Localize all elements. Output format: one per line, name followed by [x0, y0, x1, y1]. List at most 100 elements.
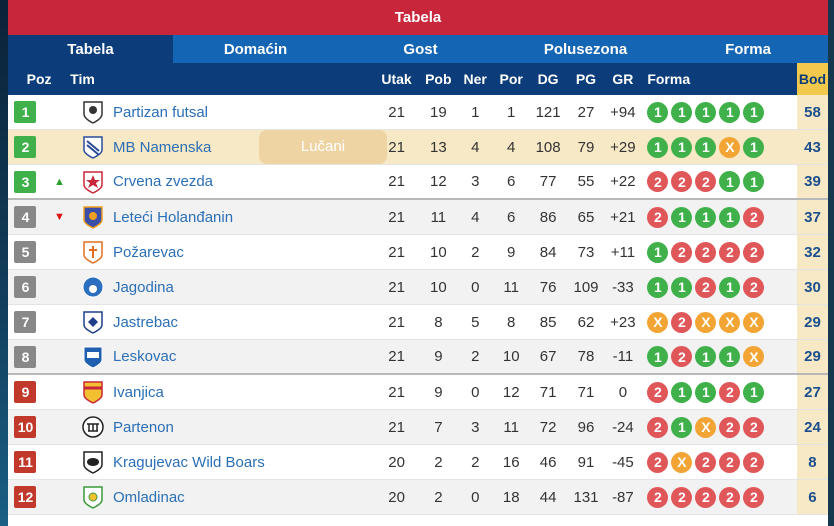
- por-cell: 4: [507, 138, 516, 156]
- gr-cell: -87: [612, 488, 634, 506]
- form-loss-badge[interactable]: 2: [743, 451, 765, 473]
- form-loss-badge[interactable]: 2: [695, 276, 717, 298]
- table-row[interactable]: 12 Omladinac 20 2 0 18 44 131 -87 2 2 2 2 2 6: [8, 480, 829, 515]
- form-loss-badge[interactable]: 2: [647, 206, 669, 228]
- form-loss-badge[interactable]: 2: [695, 486, 717, 508]
- team-name-link[interactable]: Leteći Holanđanin: [111, 209, 373, 226]
- form-loss-badge[interactable]: 2: [719, 381, 741, 403]
- team-name: Partizan futsal: [112, 103, 209, 121]
- form-draw-badge[interactable]: X: [743, 346, 765, 367]
- form-loss-badge[interactable]: 2: [647, 171, 669, 192]
- tab-forma[interactable]: Forma: [725, 40, 771, 58]
- form-loss-badge[interactable]: 2: [671, 241, 693, 263]
- form-win-badge[interactable]: 1: [743, 101, 765, 123]
- standings-table-body: 1 Partizan futsal 21 19 1 1 121 27 +94 1 1 1 1 1 58 2 MB…: [8, 95, 829, 515]
- table-row[interactable]: 5 Požarevac 21 10 2 9 84 73 +11 1 2 2 2 2 32: [8, 235, 829, 270]
- form-loss-badge[interactable]: 2: [647, 451, 669, 473]
- team-name-link[interactable]: Leskovac: [111, 348, 373, 365]
- table-row[interactable]: 11 Kragujevac Wild Boars 20 2 2 16 46 91 -45 2 X 2 2…: [8, 445, 829, 480]
- form-win-badge[interactable]: 1: [695, 381, 717, 403]
- por-cell: 1: [507, 103, 516, 121]
- team-name-link[interactable]: Ivanjica: [111, 384, 373, 401]
- form-loss-badge[interactable]: 2: [671, 171, 693, 192]
- form-draw-badge[interactable]: X: [671, 451, 693, 473]
- gr-cell: 0: [618, 383, 628, 401]
- form-loss-badge[interactable]: 2: [695, 451, 717, 473]
- form-win-badge[interactable]: 1: [671, 276, 693, 298]
- team-name-link[interactable]: Crvena zvezda: [111, 173, 373, 190]
- table-row[interactable]: 9 Ivanjica 21 9 0 12 71 71 0 2 1 1 2 1 27: [8, 375, 829, 410]
- form-loss-badge[interactable]: 2: [719, 486, 741, 508]
- form-loss-badge[interactable]: 2: [647, 416, 669, 438]
- form-loss-badge[interactable]: 2: [743, 206, 765, 228]
- form-loss-badge[interactable]: 2: [671, 486, 693, 508]
- form-loss-badge[interactable]: 2: [743, 416, 765, 438]
- tab-tabela[interactable]: Tabela: [8, 35, 173, 63]
- form-win-badge[interactable]: 1: [743, 381, 765, 403]
- table-row[interactable]: 3 ▲ Crvena zvezda 21 12 3 6 77 55 +22 2 2 2 1 1 39: [8, 165, 829, 200]
- form-loss-badge[interactable]: 2: [719, 416, 741, 438]
- form-draw-badge[interactable]: X: [647, 311, 669, 333]
- table-row[interactable]: 6 Jagodina 21 10 0 11 76 109 -33 1 1 2 1 2 30: [8, 270, 829, 305]
- table-row[interactable]: 10 Partenon 21 7 3 11 72 96 -24 2 1 X 2 2 24: [8, 410, 829, 445]
- form-win-badge[interactable]: 1: [695, 136, 717, 158]
- form-win-badge[interactable]: 1: [719, 206, 741, 228]
- form-win-badge[interactable]: 1: [671, 206, 693, 228]
- form-win-badge[interactable]: 1: [743, 171, 765, 192]
- team-name-link[interactable]: Jagodina: [111, 279, 373, 296]
- pozarevac-crest-icon: [81, 239, 105, 265]
- form-draw-badge[interactable]: X: [695, 416, 717, 438]
- form-win-badge[interactable]: 1: [671, 136, 693, 158]
- form-win-badge[interactable]: 1: [695, 101, 717, 123]
- form-win-badge[interactable]: 1: [671, 381, 693, 403]
- form-win-badge[interactable]: 1: [647, 101, 669, 123]
- form-loss-badge[interactable]: 2: [671, 311, 693, 333]
- form-loss-badge[interactable]: 2: [695, 241, 717, 263]
- form-draw-badge[interactable]: X: [719, 136, 741, 158]
- form-loss-badge[interactable]: 2: [671, 346, 693, 367]
- form-win-badge[interactable]: 1: [671, 101, 693, 123]
- team-name-link[interactable]: Partizan futsal: [111, 104, 373, 121]
- form-win-badge[interactable]: 1: [695, 346, 717, 367]
- team-name-link[interactable]: Jastrebac: [111, 314, 373, 331]
- form-loss-badge[interactable]: 2: [647, 486, 669, 508]
- team-name-link[interactable]: Omladinac: [111, 489, 373, 506]
- team-name-link[interactable]: Partenon: [111, 419, 373, 436]
- pg-cell: 27: [577, 103, 595, 121]
- team-name-link[interactable]: Kragujevac Wild Boars: [111, 454, 373, 471]
- move-down-icon: ▼: [54, 211, 65, 223]
- table-row[interactable]: 1 Partizan futsal 21 19 1 1 121 27 +94 1 1 1 1 1 58: [8, 95, 829, 130]
- form-win-badge[interactable]: 1: [647, 241, 669, 263]
- team-name-link[interactable]: Požarevac: [111, 244, 373, 261]
- tab-polusezona[interactable]: Polusezona: [543, 40, 628, 58]
- form-win-badge[interactable]: 1: [647, 136, 669, 158]
- tab-gost[interactable]: Gost: [403, 40, 438, 58]
- form-draw-badge[interactable]: X: [719, 311, 741, 333]
- form-draw-badge[interactable]: X: [695, 311, 717, 333]
- mb-namenska-crest-icon: [81, 134, 105, 160]
- form-loss-badge[interactable]: 2: [743, 486, 765, 508]
- form-loss-badge[interactable]: 2: [743, 276, 765, 298]
- position-badge: 2: [14, 136, 37, 158]
- form-loss-badge[interactable]: 2: [719, 241, 741, 263]
- form-loss-badge[interactable]: 2: [647, 381, 669, 403]
- form-win-badge[interactable]: 1: [719, 276, 741, 298]
- form-loss-badge[interactable]: 2: [743, 241, 765, 263]
- form-win-badge[interactable]: 1: [671, 416, 693, 438]
- form-win-badge[interactable]: 1: [743, 136, 765, 158]
- table-row[interactable]: 7 Jastrebac 21 8 5 8 85 62 +23 X 2 X X X 29: [8, 305, 829, 340]
- table-row[interactable]: 8 Leskovac 21 9 2 10 67 78 -11 1 2 1 1 X 29: [8, 340, 829, 375]
- form-win-badge[interactable]: 1: [647, 346, 669, 367]
- tab-domacin[interactable]: Domaćin: [223, 40, 288, 58]
- form-draw-badge[interactable]: X: [743, 311, 765, 333]
- table-row[interactable]: 4 ▼ Leteći Holanđanin 21 11 4 6 86 65 +21 2 1 1 1 2 37: [8, 200, 829, 235]
- form-win-badge[interactable]: 1: [695, 206, 717, 228]
- form-win-badge[interactable]: 1: [719, 346, 741, 367]
- form-win-badge[interactable]: 1: [647, 276, 669, 298]
- team-name-link[interactable]: MB Namenska Lučani: [111, 129, 387, 164]
- form-win-badge[interactable]: 1: [719, 101, 741, 123]
- form-loss-badge[interactable]: 2: [695, 171, 717, 192]
- form-win-badge[interactable]: 1: [719, 171, 741, 192]
- form-loss-badge[interactable]: 2: [719, 451, 741, 473]
- table-row[interactable]: 2 MB Namenska Lučani 21 13 4 4 108 79 +29 1 1 1 X 1 43: [8, 129, 829, 165]
